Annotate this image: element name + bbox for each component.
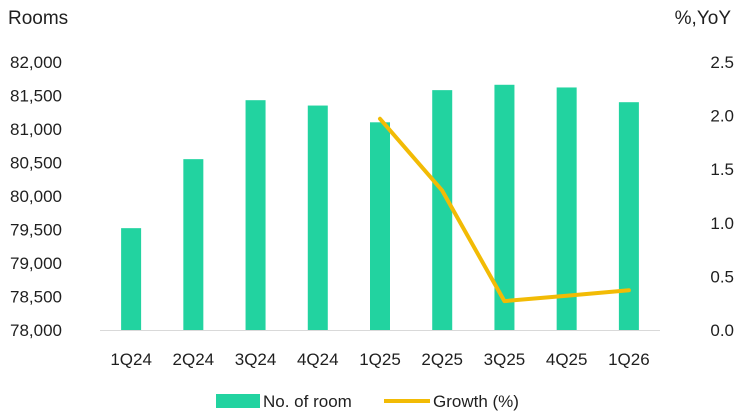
line-series — [378, 116, 631, 304]
legend-swatch-bar — [216, 394, 260, 408]
x-tick-label: 4Q25 — [546, 350, 588, 369]
y-left-tick-label: 79,500 — [10, 221, 62, 240]
y-right-tick-label: 2.5 — [710, 53, 734, 72]
bar — [183, 159, 204, 330]
bar — [556, 87, 577, 331]
y-right-tick-label: 1.5 — [710, 160, 734, 179]
x-tick-label: 4Q24 — [297, 350, 339, 369]
bar — [494, 84, 515, 330]
y-left-tick-label: 78,000 — [10, 321, 62, 340]
growth-line-path — [378, 116, 631, 304]
y-left-tick-label: 82,000 — [10, 53, 62, 72]
bar — [370, 122, 390, 330]
x-tick-label: 3Q25 — [484, 350, 526, 369]
bar — [618, 102, 639, 330]
x-axis-ticks: 1Q24 2Q24 3Q24 4Q24 1Q25 2Q25 3Q25 4Q25 1Q26 — [110, 350, 649, 369]
y-right-tick-label: 0.5 — [710, 267, 734, 286]
x-tick-label: 2Q25 — [421, 350, 463, 369]
y-axis-left-title: Rooms — [8, 8, 68, 29]
y-right-tick-label: 1.0 — [710, 214, 734, 233]
legend: No. of room Growth (%) — [216, 392, 519, 411]
y-axis-right-ticks: 2.5 2.0 1.5 1.0 0.5 0.0 — [710, 53, 734, 340]
y-right-tick-label: 0.0 — [710, 321, 734, 340]
legend-label-line: Growth (%) — [433, 392, 519, 411]
y-left-tick-label: 80,000 — [10, 187, 62, 206]
x-tick-label: 1Q24 — [110, 350, 152, 369]
y-left-tick-label: 79,000 — [10, 254, 62, 273]
y-left-tick-label: 78,500 — [10, 288, 62, 307]
y-left-tick-label: 81,000 — [10, 120, 62, 139]
y-right-tick-label: 2.0 — [710, 107, 734, 126]
x-tick-label: 1Q25 — [359, 350, 401, 369]
x-tick-label: 1Q26 — [608, 350, 650, 369]
y-left-tick-label: 80,500 — [10, 154, 62, 173]
bar — [307, 105, 328, 330]
x-tick-label: 3Q24 — [235, 350, 277, 369]
bar — [121, 228, 142, 330]
y-axis-left-ticks: 82,000 81,500 81,000 80,500 80,000 79,500 79,0… — [10, 53, 62, 340]
bar-series — [121, 84, 639, 331]
y-left-tick-label: 81,500 — [10, 87, 62, 106]
bar — [432, 90, 453, 330]
y-axis-right-title: %,YoY — [675, 8, 732, 29]
x-tick-label: 2Q24 — [173, 350, 215, 369]
bar — [245, 100, 266, 330]
legend-label-bar: No. of room — [263, 392, 352, 411]
